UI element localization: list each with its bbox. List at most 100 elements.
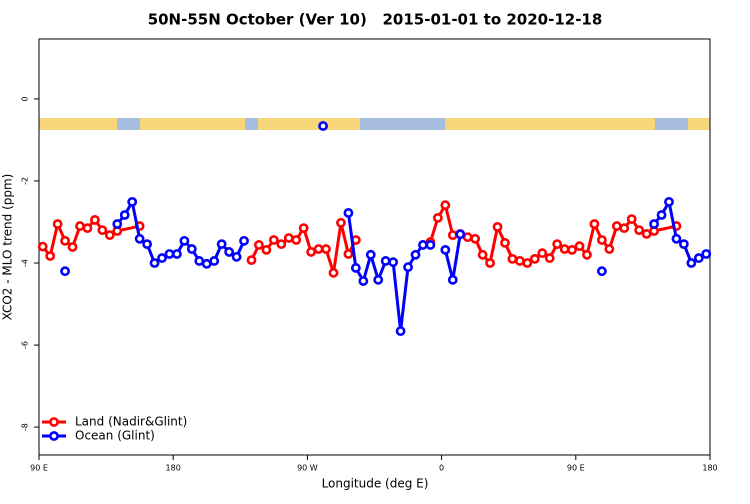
data-point (701, 249, 712, 259)
data-point (298, 223, 309, 234)
data-point (470, 233, 481, 244)
data-point (37, 241, 48, 252)
data-point (447, 230, 458, 241)
data-point (619, 223, 630, 234)
data-point (291, 235, 302, 245)
y-axis-label: XCO2 - MLO trend (ppm) (1, 174, 15, 321)
data-point (67, 242, 78, 252)
data-point (507, 253, 518, 264)
y-tick-label: 0 (21, 96, 30, 101)
data-point (649, 219, 659, 229)
data-point (321, 244, 331, 254)
data-point (194, 256, 205, 266)
data-point (514, 256, 525, 266)
legend-point (49, 417, 59, 427)
data-point (611, 221, 622, 231)
data-point (172, 249, 182, 259)
legend-label: Ocean (Glint) (75, 429, 155, 443)
map-strip (39, 118, 710, 130)
data-point (313, 244, 324, 254)
data-point (246, 255, 257, 266)
x-tick-label: 180 (702, 464, 717, 473)
data-point (679, 239, 689, 250)
data-point (388, 257, 399, 268)
data-point (60, 266, 70, 277)
data-point (216, 239, 227, 250)
x-tick-label: 90 W (297, 464, 318, 473)
data-point (276, 239, 287, 250)
region-marker (318, 121, 328, 131)
data-point (418, 240, 428, 250)
data-point (336, 217, 346, 228)
legend-point (49, 431, 59, 441)
data-point (119, 210, 130, 220)
data-point (45, 251, 56, 261)
x-tick-label: 180 (166, 464, 181, 473)
data-point (358, 276, 369, 286)
data-point (500, 237, 510, 248)
data-point (671, 233, 682, 244)
data-point (186, 244, 197, 254)
data-point (596, 266, 607, 277)
data-point (142, 239, 153, 250)
data-point (164, 249, 175, 259)
data-point (283, 233, 294, 243)
y-tick-label: -4 (21, 259, 30, 267)
data-point (380, 256, 391, 266)
data-point (477, 249, 488, 260)
data-point (604, 244, 615, 254)
data-point (462, 232, 473, 243)
data-point (157, 253, 167, 263)
data-point (328, 267, 339, 278)
data-point (432, 212, 443, 223)
data-point (559, 244, 570, 254)
data-point (641, 228, 652, 239)
data-point (201, 258, 212, 269)
data-point (485, 258, 495, 268)
y-tick-label: -6 (21, 341, 30, 349)
y-tick-label: -8 (21, 423, 30, 431)
data-point (522, 258, 533, 268)
data-point (492, 221, 503, 232)
data-point (97, 225, 108, 236)
data-point (440, 244, 451, 255)
data-point (82, 223, 93, 234)
data-point (52, 219, 63, 229)
data-point (224, 247, 235, 257)
data-point (656, 210, 667, 220)
data-point (664, 196, 674, 207)
data-point (410, 249, 421, 260)
data-point (90, 215, 100, 225)
data-point (634, 225, 645, 236)
data-point (179, 235, 190, 246)
x-tick-label: 90 E (30, 464, 48, 473)
data-point (537, 248, 548, 259)
data-point (365, 249, 376, 260)
legend-label: Land (Nadir&Glint) (75, 415, 187, 429)
data-point (574, 241, 585, 252)
data-point (104, 230, 115, 241)
data-point (373, 274, 384, 285)
data-point (343, 208, 354, 218)
data-point (127, 196, 138, 207)
data-point (693, 253, 704, 263)
data-point (425, 240, 436, 250)
data-point (209, 256, 220, 266)
data-point (254, 240, 264, 250)
data-point (60, 235, 70, 246)
data-point (350, 263, 361, 273)
data-point (343, 249, 354, 259)
x-axis-label: Longitude (deg E) (322, 477, 429, 491)
data-point (544, 253, 555, 263)
data-point (149, 258, 160, 268)
x-tick-label: 0 (439, 464, 444, 473)
data-point (447, 274, 458, 285)
data-point (268, 235, 279, 245)
legend: Land (Nadir&Glint)Ocean (Glint) (42, 415, 187, 443)
data-point (440, 200, 451, 211)
data-point (552, 239, 563, 250)
x-tick-label: 90 E (567, 464, 585, 473)
data-point (395, 326, 406, 337)
data-point (239, 235, 249, 246)
